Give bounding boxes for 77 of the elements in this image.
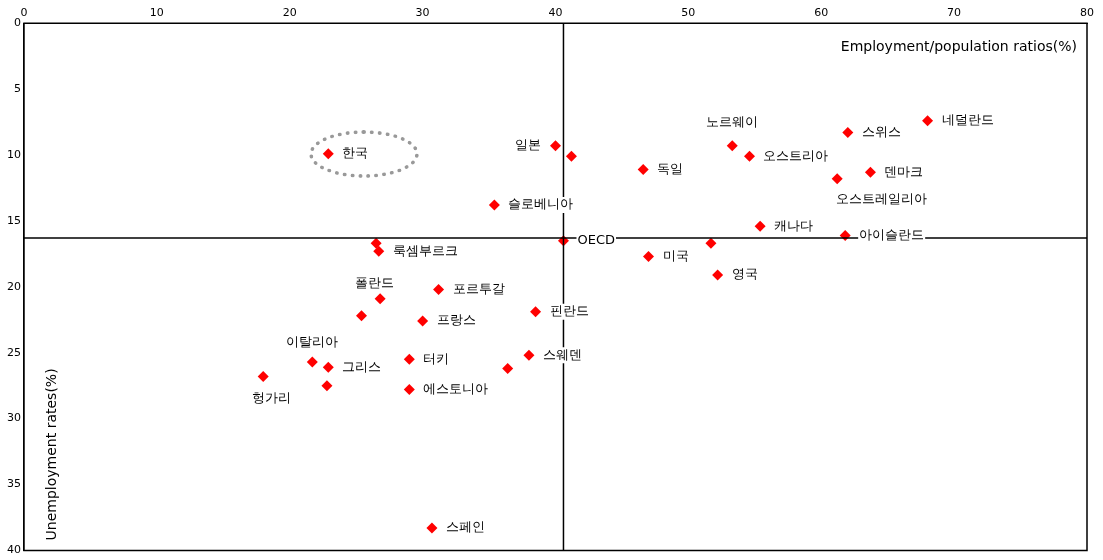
annotation: 폴란드	[354, 275, 394, 291]
point	[565, 150, 577, 162]
annotation: 노르웨이	[706, 114, 759, 130]
annotation: 스웨덴	[542, 346, 582, 362]
point	[754, 220, 766, 232]
annotation: 헝가리	[251, 389, 291, 405]
annotation: 아이슬란드	[859, 226, 925, 242]
point	[321, 380, 333, 392]
point	[842, 127, 854, 139]
annotation: 슬로베니아	[508, 196, 574, 212]
y-tick-label: 15	[7, 213, 21, 227]
point	[488, 199, 500, 211]
annotation: 미국	[662, 247, 689, 263]
point	[637, 164, 649, 175]
point	[523, 349, 535, 361]
point	[831, 173, 843, 185]
annotation: 그리스	[342, 358, 382, 374]
y-tick-label: 30	[7, 411, 21, 425]
point	[306, 356, 318, 368]
x-tick-label: 20	[282, 6, 297, 20]
point	[502, 363, 514, 375]
y-tick-label: 0	[14, 16, 21, 30]
point	[417, 315, 429, 327]
point	[712, 269, 724, 281]
point	[322, 148, 334, 160]
annotation: 캐나다	[774, 217, 814, 233]
annotation: 터키	[423, 350, 450, 366]
annotation: 오스트레일리아	[835, 191, 927, 207]
point	[864, 166, 876, 178]
x-tick-label: 80	[1080, 6, 1094, 20]
point	[426, 522, 438, 534]
point	[433, 283, 445, 295]
x-tick-label: 10	[149, 6, 164, 20]
point	[643, 250, 655, 262]
y-tick-label: 5	[14, 81, 21, 95]
point	[370, 237, 382, 249]
y-tick-label: 10	[7, 147, 21, 161]
x-tick-label: 40	[548, 6, 563, 20]
y-tick-label: 20	[7, 279, 21, 293]
point	[530, 306, 542, 318]
annotation: 포르투갈	[452, 280, 505, 296]
point	[373, 245, 385, 257]
point	[726, 140, 738, 152]
point	[257, 370, 269, 382]
annotation: 스페인	[445, 519, 485, 535]
point	[705, 237, 717, 249]
point	[374, 293, 386, 305]
annotation: 한국	[342, 145, 369, 161]
annotation: 독일	[657, 160, 684, 176]
point	[403, 384, 415, 396]
point	[744, 150, 755, 162]
point	[322, 361, 334, 373]
annotation: 네덜란드	[941, 112, 994, 128]
annotation: 이탈리아	[286, 334, 339, 350]
annotation: 스위스	[861, 123, 901, 139]
annotation: 핀란드	[549, 303, 589, 319]
annotation: 덴마크	[884, 163, 924, 179]
annotation: 프랑스	[436, 312, 476, 328]
annotation: 룩셈부르크	[392, 242, 458, 258]
x-tick-label: 50	[681, 6, 696, 20]
annotation: 영국	[731, 266, 758, 282]
x-tick-label: 70	[947, 6, 962, 20]
annotation: 오스트리아	[763, 147, 829, 163]
y-tick-label: 40	[7, 543, 21, 557]
point	[550, 140, 561, 152]
y-axis-title: Unemployment rates(%)	[42, 368, 59, 541]
x-tick-label: 60	[814, 6, 829, 20]
point	[356, 310, 367, 322]
annotation: 에스토니아	[423, 380, 489, 396]
point	[403, 353, 415, 365]
x-tick-label: 30	[415, 6, 430, 20]
annotation: OECD	[577, 232, 616, 248]
annotation: 일본	[515, 137, 542, 153]
x-axis-title: Employment/population ratios(%)	[840, 37, 1077, 54]
y-tick-label: 35	[7, 477, 21, 491]
point	[922, 115, 934, 127]
y-tick-label: 25	[7, 345, 21, 359]
